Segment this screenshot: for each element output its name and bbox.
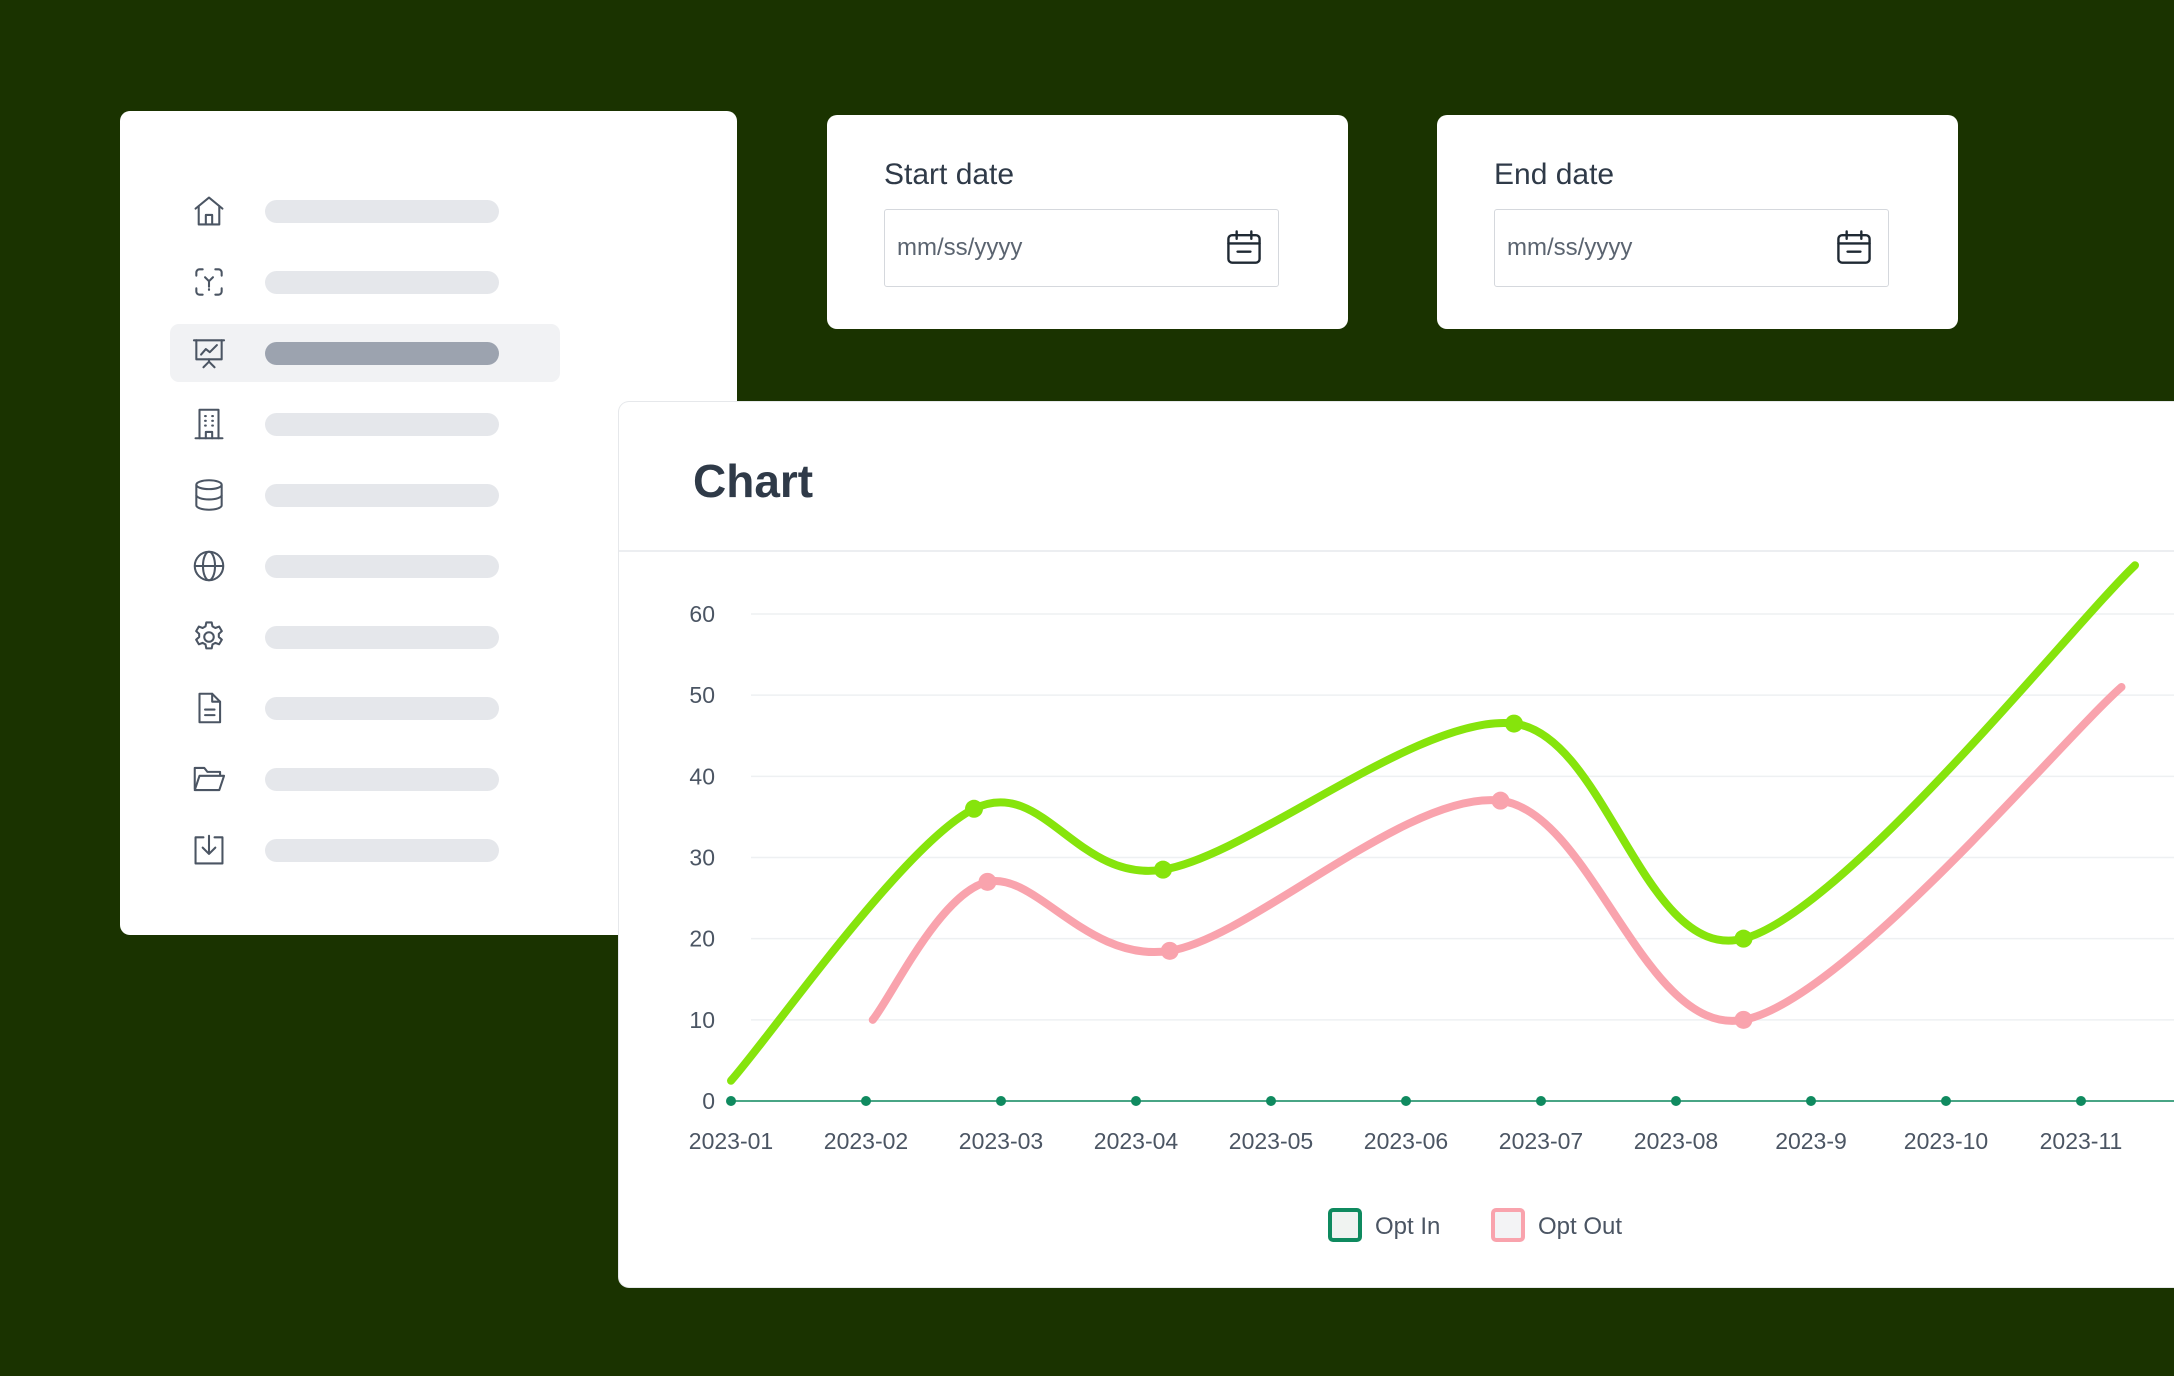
y-tick-label: 40 [689,763,715,789]
end-date-placeholder: mm/ss/yyyy [1507,234,1633,261]
calendar-icon[interactable] [1222,226,1266,270]
x-tick-label: 2023-04 [1094,1128,1179,1154]
legend-swatch-opt-out [1491,1208,1525,1242]
baseline-point [1536,1096,1546,1106]
sidebar-item-placeholder [265,413,499,436]
y-tick-label: 50 [689,682,715,708]
baseline-point [861,1096,871,1106]
sidebar-item-globe[interactable] [170,537,560,595]
x-tick-label: 2023-08 [1634,1128,1718,1154]
x-tick-label: 2023-01 [689,1128,773,1154]
x-tick-label: 2023-02 [824,1128,908,1154]
data-point [1734,1010,1753,1029]
sidebar-item-placeholder [265,271,499,294]
y-tick-label: 30 [689,845,715,871]
data-point [1491,791,1510,810]
building-icon [190,405,228,443]
line-chart: 0 10 20 30 40 50 60 2023-01 2023-02 2023-03 2023-0… [689,561,2174,1242]
x-tick-label: 2023-11 [2040,1128,2123,1154]
y-tick-label: 20 [689,926,715,952]
sidebar-item-placeholder [265,839,499,862]
baseline-point [1401,1096,1411,1106]
sidebar-item-settings[interactable] [170,608,560,666]
data-point [978,872,997,891]
data-point [1505,714,1523,733]
y-tick-label: 60 [689,601,715,627]
x-tick-label: 2023-03 [959,1128,1043,1154]
data-point [1154,860,1172,879]
calendar-icon[interactable] [1832,226,1876,270]
gear-icon [190,618,228,656]
start-date-card: Start date mm/ss/yyyy [827,115,1348,329]
focus-scan-icon [190,263,228,301]
folder-icon [190,760,228,798]
sidebar-item-database[interactable] [170,466,560,524]
sidebar-item-download[interactable] [170,821,560,879]
presentation-chart-icon [190,334,228,372]
sidebar-item-placeholder [265,626,499,649]
sidebar-item-placeholder [265,555,499,578]
chart-card: Chart 0 10 20 30 40 50 60 2023-01 2023-02 2023-03… [619,402,2174,1287]
data-point [965,799,983,818]
sidebar-item-placeholder [265,484,499,507]
x-tick-label: 2023-07 [1499,1128,1583,1154]
baseline-point [996,1096,1006,1106]
data-point [1160,941,1179,960]
home-icon [190,192,228,230]
sidebar-item-placeholder [265,697,499,720]
database-icon [190,476,228,514]
y-tick-label: 10 [689,1007,715,1033]
x-tick-label: 2023-05 [1229,1128,1313,1154]
start-date-input[interactable]: mm/ss/yyyy [884,209,1279,287]
end-date-label: End date [1494,158,1615,191]
baseline-point [1941,1096,1951,1106]
globe-icon [190,547,228,585]
baseline-point [1671,1096,1681,1106]
sidebar-item-placeholder [265,768,499,791]
sidebar-item-document[interactable] [170,679,560,737]
baseline-point [2076,1096,2086,1106]
chart-title: Chart [693,455,814,507]
sidebar-item-scan[interactable] [170,253,560,311]
sidebar-item-placeholder [265,342,499,365]
sidebar-item-building[interactable] [170,395,560,453]
document-icon [190,689,228,727]
x-tick-label: 2023-9 [1775,1128,1847,1154]
series-line-opt-in [727,561,2139,1085]
sidebar-item-presentation[interactable] [170,324,560,382]
baseline-point [1266,1096,1276,1106]
end-date-card: End date mm/ss/yyyy [1437,115,1958,329]
baseline-point [1806,1096,1816,1106]
x-tick-label: 2023-10 [1904,1128,1988,1154]
sidebar-item-home[interactable] [170,182,560,240]
start-date-label: Start date [884,158,1015,191]
sidebar-item-folder[interactable] [170,750,560,808]
data-point [1734,929,1753,948]
sidebar-item-placeholder [265,200,499,223]
series-line-opt-out [868,683,2126,1025]
y-tick-label: 0 [702,1088,715,1114]
chart-divider [619,550,2174,552]
legend-swatch-opt-in [1328,1208,1362,1242]
start-date-placeholder: mm/ss/yyyy [897,234,1023,261]
download-icon [190,831,228,869]
baseline-point [726,1096,736,1106]
end-date-input[interactable]: mm/ss/yyyy [1494,209,1889,287]
legend-label-opt-out: Opt Out [1538,1213,1622,1240]
x-tick-label: 2023-06 [1364,1128,1448,1154]
legend-label-opt-in: Opt In [1375,1213,1440,1240]
baseline-point [1131,1096,1141,1106]
